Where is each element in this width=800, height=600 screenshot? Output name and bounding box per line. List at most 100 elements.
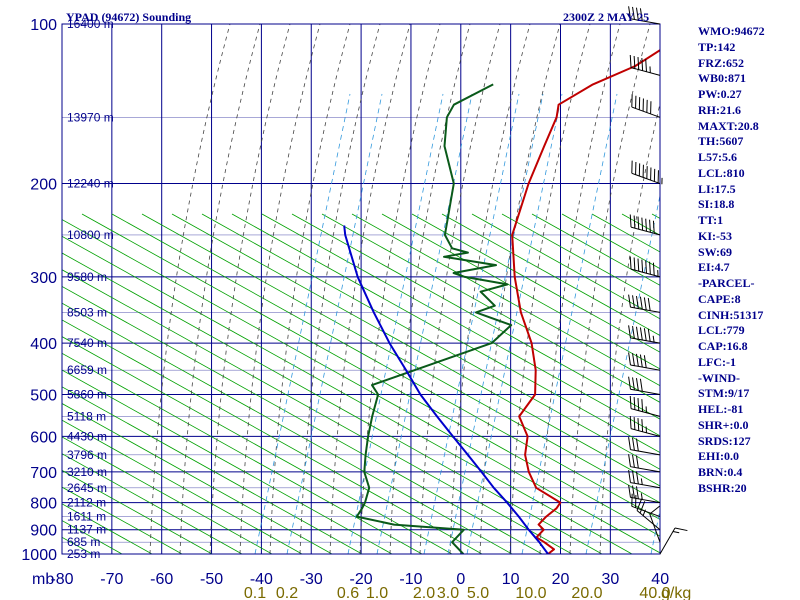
mixing-ratio-line — [466, 93, 563, 554]
wind-barb-flag — [635, 326, 639, 340]
temperature-profile-line — [511, 49, 660, 554]
wind-barb-flag — [638, 163, 641, 177]
wind-barb-flag — [643, 328, 647, 341]
wind-barb-flag — [639, 296, 643, 310]
dry-adiabat — [62, 286, 543, 554]
height-label: 7540 m — [67, 336, 107, 350]
wind-barb — [628, 469, 661, 489]
dry-adiabat — [62, 302, 513, 554]
dry-adiabat — [291, 213, 660, 420]
wind-barb-flag — [653, 168, 656, 182]
pressure-tick-label: 500 — [30, 387, 57, 404]
wind-barb-flag — [635, 486, 639, 499]
wind-barb-flag — [643, 297, 647, 310]
wind-barb-staff — [630, 496, 661, 504]
sounding-index: EI:4.7 — [698, 260, 730, 275]
dry-adiabat — [81, 213, 660, 537]
dry-adiabat — [62, 436, 273, 554]
wind-barb-flag — [639, 8, 643, 21]
moist-adiabat — [509, 24, 591, 554]
wind-barb-flag — [635, 438, 639, 452]
wind-barb-half — [645, 406, 647, 413]
wind-barb-flag — [635, 353, 639, 367]
wind-barb-flag — [632, 485, 635, 499]
wind-barb-flag — [639, 378, 643, 392]
wind-barb — [628, 352, 661, 371]
wind-barb — [629, 214, 661, 236]
pressure-tick-label: 400 — [30, 336, 57, 353]
temperature-tick-label: 20 — [552, 571, 570, 588]
wind-barb-flag — [631, 94, 633, 108]
temperature-tick-label: 10 — [502, 571, 520, 588]
sounding-index: TH:5607 — [698, 134, 744, 149]
height-label: 2112 m — [67, 496, 106, 510]
wind-barb-flag — [639, 501, 646, 514]
mixing-ratio-line — [423, 93, 520, 554]
wind-barb-flag — [638, 97, 641, 110]
height-label: 10800 m — [67, 228, 114, 242]
moist-adiabat — [359, 24, 441, 554]
mixing-ratio-line — [447, 93, 544, 554]
moist-adiabat — [299, 24, 381, 554]
wind-barb-flag — [633, 55, 636, 69]
temperature-tick-label: -60 — [150, 571, 173, 588]
dewpoint-profile-line — [355, 83, 513, 554]
sounding-index: SHR+:0.0 — [698, 417, 749, 432]
sounding-index: L57:5.6 — [698, 150, 737, 164]
mixing-ratio-line — [254, 93, 351, 554]
dry-adiabat — [62, 219, 660, 554]
wind-barb-staff — [631, 505, 661, 518]
sounding-index: HEL:-81 — [698, 402, 744, 416]
sounding-index: RH:21.6 — [698, 102, 741, 117]
pressure-tick-label: 200 — [30, 177, 57, 194]
wind-barb — [631, 160, 663, 185]
pressure-tick-label: 700 — [30, 465, 57, 482]
wind-barb-half — [672, 530, 680, 534]
wind-barb — [629, 256, 661, 278]
wind-barb-flag — [641, 259, 644, 273]
dry-adiabat — [441, 213, 660, 336]
height-label: 4430 m — [67, 429, 107, 443]
dry-adiabat — [62, 386, 363, 554]
height-label: 6659 m — [67, 363, 107, 377]
wind-barb-flag — [632, 377, 635, 391]
wind-barb-flag — [635, 295, 639, 309]
dry-adiabat — [201, 213, 660, 470]
dry-adiabat — [501, 213, 660, 303]
wind-barb — [629, 54, 661, 76]
sounding-index: WB0:871 — [698, 71, 746, 86]
dry-adiabat — [171, 213, 660, 487]
sounding-index: SI:18.8 — [698, 197, 735, 212]
mixing-ratio-label: 0.6 — [337, 585, 359, 600]
wind-barb-flag — [632, 353, 635, 366]
temperature-tick-label: -30 — [300, 571, 323, 588]
height-label: 253 m — [67, 547, 100, 561]
wind-barb — [629, 415, 661, 437]
wind-barb-flag — [628, 6, 631, 19]
wind-barb-half — [652, 335, 655, 343]
wind-barb-staff — [630, 268, 661, 278]
wind-barb-staff — [630, 449, 661, 456]
sounding-index: STM:9/17 — [698, 386, 750, 401]
wind-barb-flag — [641, 58, 644, 71]
wind-barb-staff — [630, 67, 661, 76]
wind-barb-flag — [628, 376, 631, 390]
sounding-index: LI:17.5 — [698, 181, 736, 196]
mixing-ratio-label: 5.0 — [467, 585, 489, 600]
sounding-index: MAXT:20.8 — [698, 118, 759, 133]
moist-adiabat — [239, 24, 321, 554]
sounding-index: -PARCEL- — [698, 276, 755, 290]
wind-barb-flag — [639, 354, 643, 368]
wind-barb — [628, 376, 661, 395]
wind-barb-staff — [630, 306, 661, 313]
dry-adiabat — [62, 352, 423, 554]
mixing-ratio-label: 20.0 — [571, 585, 602, 600]
wind-barb-flag — [657, 170, 659, 183]
plot-area — [62, 24, 660, 554]
height-label: 3210 m — [67, 465, 107, 479]
wind-barb-flag — [632, 454, 635, 468]
height-label: 16400 m — [67, 17, 114, 31]
height-label: 8503 m — [67, 305, 107, 319]
dry-adiabat — [111, 213, 660, 520]
dry-adiabat — [471, 213, 660, 320]
